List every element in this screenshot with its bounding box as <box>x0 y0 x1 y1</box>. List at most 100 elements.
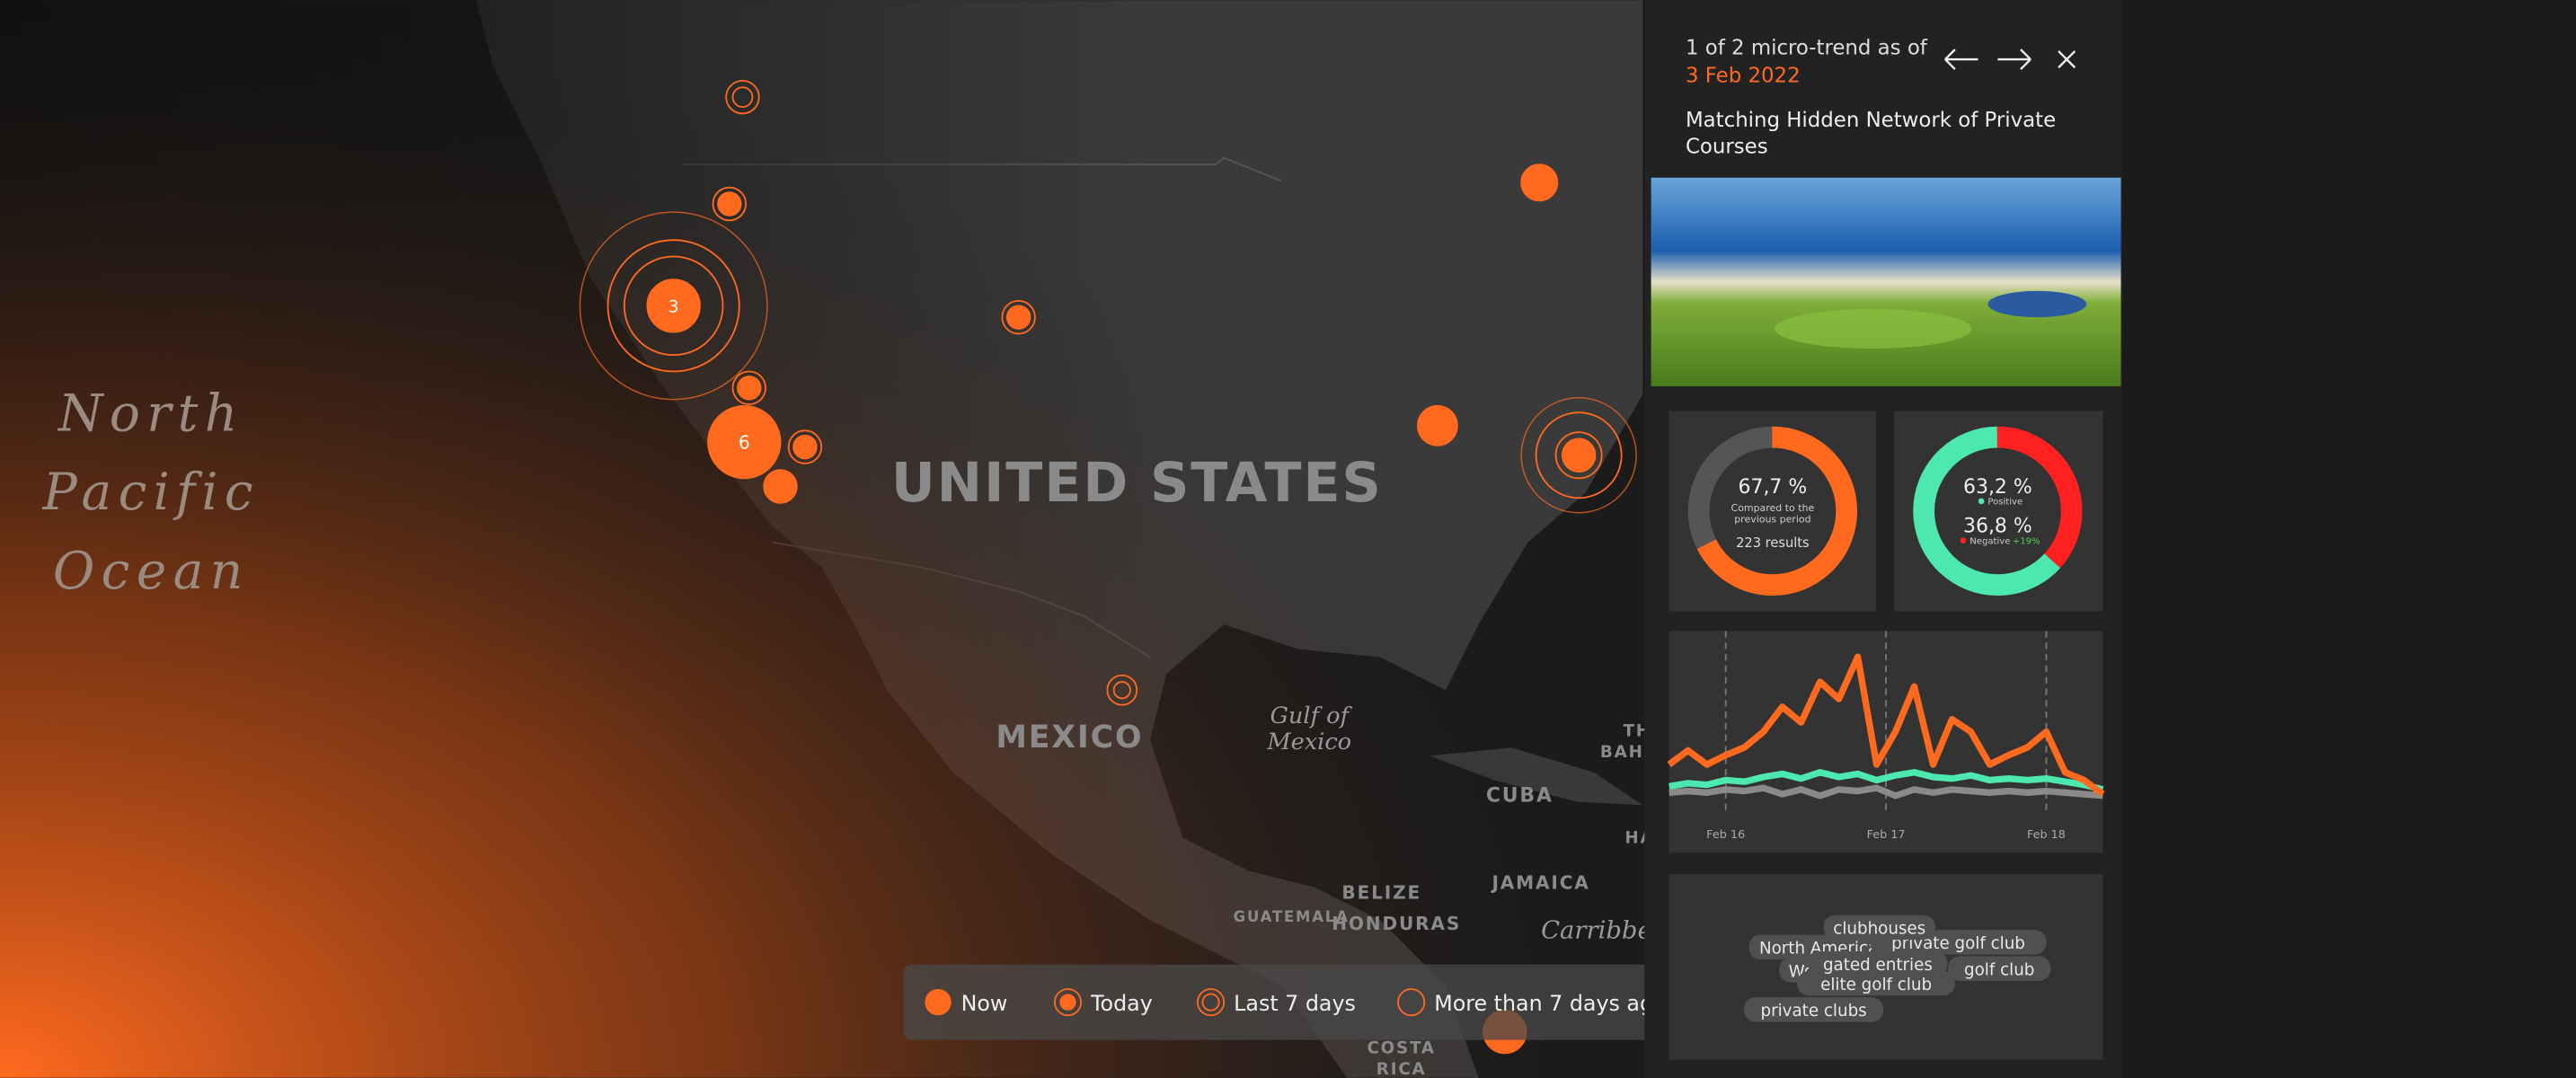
tag <box>1744 997 1884 1022</box>
trend-counter: 1 of 2 micro-trend as of <box>1686 37 1928 60</box>
donut-segment <box>1913 426 2083 596</box>
legend-icon <box>1201 993 1220 1012</box>
legend-icon <box>1397 988 1426 1017</box>
donut-segment <box>1687 426 1858 596</box>
ocean-label: Ocean <box>53 542 250 601</box>
negative-value: 36,8 % <box>1963 516 2032 538</box>
marker <box>737 376 762 401</box>
trend-image <box>1651 177 2121 386</box>
volume-results: 223 results <box>1736 535 1809 551</box>
legend-icon <box>925 988 952 1016</box>
tag <box>1808 950 1948 976</box>
volume-caption: Compared to the <box>1731 502 1815 514</box>
negative-name: Negative <box>1970 536 2010 546</box>
marker[interactable] <box>1001 299 1036 335</box>
legend-icon <box>1197 988 1226 1017</box>
country-label: HONDURAS <box>1332 913 1461 934</box>
tag-label: clubhouses <box>1833 920 1925 939</box>
ocean-label: North <box>57 384 244 443</box>
tag <box>1948 956 2051 981</box>
marker-ring <box>606 239 740 373</box>
line-series <box>1669 784 2103 800</box>
trend-title: Courses <box>1686 135 1768 158</box>
x-tick-label: Feb 18 <box>2027 828 2066 842</box>
marker[interactable] <box>1520 163 1559 202</box>
glow <box>0 0 1643 1078</box>
x-tick-label: Feb 17 <box>1867 828 1906 842</box>
tag-label: gated entries <box>1823 956 1933 975</box>
country-label: MEXICO <box>996 720 1143 755</box>
positive-name: Positive <box>1987 498 2023 508</box>
x-tick-label: Feb 16 <box>1706 828 1745 842</box>
tag-label: golf club <box>1964 960 2034 979</box>
trend-image-detail <box>1987 290 2087 318</box>
marker-ring <box>1520 397 1637 514</box>
marker[interactable] <box>731 370 766 405</box>
legend-label: Now <box>961 991 1008 1016</box>
marker[interactable] <box>707 404 782 480</box>
marker <box>1561 437 1597 473</box>
country-label: BAHA <box>1600 743 1659 762</box>
legend-icon <box>1053 988 1083 1017</box>
sea-label: Mexico <box>1266 729 1351 755</box>
trend-image-detail <box>1774 309 1972 349</box>
marker-ring <box>1535 411 1623 499</box>
legend-label: Last 7 days <box>1234 991 1356 1016</box>
legend-box <box>903 964 1677 1040</box>
sea-label: Gulf of <box>1270 702 1352 729</box>
volume-caption: previous period <box>1734 514 1810 526</box>
country-label: TH <box>1624 721 1651 740</box>
marker-ring <box>623 255 724 357</box>
tag <box>1823 915 1935 941</box>
close-button[interactable] <box>2058 50 2076 69</box>
marker[interactable] <box>1554 431 1603 480</box>
marker[interactable] <box>1106 674 1138 706</box>
cluster-count: 3 <box>668 298 679 317</box>
marker <box>792 434 818 460</box>
country-label: JAMAICA <box>1490 871 1589 893</box>
legend: Now Today Last 7 days More than 7 days a… <box>903 964 1677 1040</box>
markers: 3 6 <box>579 79 1637 1055</box>
marker <box>1005 305 1031 330</box>
volume-value: 67,7 % <box>1739 476 1808 499</box>
country-label: RICA <box>1377 1060 1427 1078</box>
country-label: CUBA <box>1486 785 1554 808</box>
sentiment-change: +19% <box>2013 536 2040 546</box>
next-button[interactable] <box>1997 49 2032 70</box>
country-label: UNITED STATES <box>891 452 1383 515</box>
trend-panel: 1 of 2 micro-trend as of 3 Feb 2022 Matc… <box>1644 0 2576 1078</box>
positive-dot <box>1978 498 1985 505</box>
line-series <box>1669 769 2104 793</box>
tag-label: private clubs <box>1761 1002 1867 1021</box>
trend-date: 3 Feb 2022 <box>1686 65 1801 88</box>
cluster-count: 6 <box>739 431 750 453</box>
marker[interactable] <box>1417 404 1458 446</box>
prev-button[interactable] <box>1944 49 1978 70</box>
legend-icon <box>1059 994 1076 1011</box>
map-labels: North Pacific Ocean UNITED STATES MEXICO… <box>42 384 1659 1078</box>
ocean-label: Pacific <box>42 463 260 522</box>
legend-label: More than 7 days ago <box>1434 991 1666 1016</box>
background <box>2122 0 2576 1078</box>
marker[interactable] <box>725 79 760 115</box>
marker[interactable] <box>712 186 748 222</box>
marker <box>1112 681 1131 700</box>
country-label: COSTA <box>1367 1038 1435 1057</box>
marker[interactable] <box>787 429 823 464</box>
marker[interactable] <box>646 278 701 333</box>
negative-dot <box>1960 537 1967 544</box>
positive-value: 63,2 % <box>1963 476 2032 499</box>
marker <box>717 191 742 216</box>
trend-title: Matching Hidden Network of Private <box>1686 109 2056 132</box>
line-series <box>1667 653 2105 797</box>
marker[interactable] <box>763 469 798 504</box>
marker-ring <box>579 211 768 401</box>
tag-label: elite golf club <box>1820 976 1932 994</box>
country-label: GUATEMALA <box>1234 908 1350 925</box>
legend-label: Today <box>1090 991 1153 1016</box>
marker <box>731 86 754 109</box>
country-label: BELIZE <box>1341 881 1421 903</box>
tag <box>1797 970 1955 996</box>
